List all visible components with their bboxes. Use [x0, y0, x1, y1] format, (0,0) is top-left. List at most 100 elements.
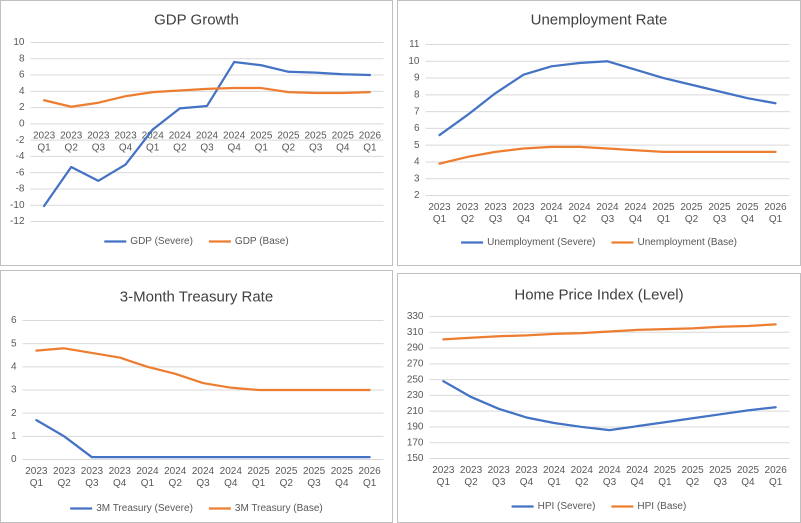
x-tick-label: Q2	[464, 477, 478, 488]
x-tick-label: 2024	[624, 202, 647, 213]
x-tick-label: 2025	[275, 466, 298, 477]
x-tick-label: 2025	[709, 465, 732, 476]
x-tick-label: Q4	[113, 478, 127, 489]
x-tick-label: 2023	[81, 466, 104, 477]
y-tick-label: -6	[16, 167, 25, 178]
x-tick-label: Q2	[280, 478, 294, 489]
x-tick-label: Q3	[601, 214, 615, 225]
y-tick-label: 9	[414, 73, 420, 84]
y-tick-label: 210	[407, 406, 424, 417]
x-tick-label: Q3	[714, 477, 728, 488]
x-tick-label: 2023	[33, 131, 56, 142]
x-tick-label: Q2	[686, 477, 700, 488]
x-tick-label: 2024	[169, 131, 192, 142]
y-tick-label: -4	[16, 151, 25, 162]
legend-label: GDP (Severe)	[130, 236, 193, 247]
y-tick-label: 6	[414, 123, 420, 134]
x-tick-label: 2023	[488, 465, 511, 476]
x-tick-label: 2023	[456, 202, 479, 213]
x-tick-label: Q1	[252, 478, 266, 489]
x-tick-label: 2023	[87, 131, 110, 142]
legend-label: 3M Treasury (Base)	[235, 503, 323, 514]
x-tick-label: Q4	[517, 214, 531, 225]
x-tick-label: Q3	[603, 477, 617, 488]
x-tick-label: 2025	[681, 465, 704, 476]
y-tick-label: 8	[19, 53, 25, 64]
x-tick-label: Q3	[85, 478, 99, 489]
y-tick-label: 3	[414, 173, 420, 184]
y-tick-label: 6	[19, 70, 25, 81]
y-tick-label: 2	[11, 408, 17, 419]
chart-panel: 3-Month Treasury Rate01234562023Q12023Q2…	[0, 270, 393, 523]
x-tick-label: 2026	[359, 131, 382, 142]
x-tick-label: Q4	[741, 214, 755, 225]
x-tick-label: Q2	[173, 143, 187, 154]
x-tick-label: Q1	[433, 214, 447, 225]
x-tick-label: Q2	[282, 143, 296, 154]
x-tick-label: 2025	[331, 466, 354, 477]
x-tick-label: 2024	[223, 131, 246, 142]
x-tick-label: Q1	[545, 214, 559, 225]
y-tick-label: 270	[407, 358, 424, 369]
x-tick-label: 2023	[60, 131, 83, 142]
x-tick-label: Q1	[769, 477, 783, 488]
x-tick-label: 2024	[136, 466, 159, 477]
legend-label: HPI (Severe)	[538, 501, 596, 512]
x-tick-label: 2023	[484, 202, 507, 213]
x-tick-label: Q4	[336, 143, 350, 154]
x-tick-label: Q2	[57, 478, 71, 489]
x-tick-label: 2023	[460, 465, 483, 476]
y-tick-label: 5	[11, 338, 17, 349]
x-tick-label: Q4	[629, 214, 643, 225]
x-tick-label: 2023	[25, 466, 48, 477]
x-tick-label: 2025	[736, 202, 759, 213]
chart-title: 3-Month Treasury Rate	[120, 288, 273, 305]
x-tick-label: Q1	[769, 214, 783, 225]
x-tick-label: 2024	[596, 202, 619, 213]
x-tick-label: Q2	[575, 477, 589, 488]
x-tick-label: 2024	[540, 202, 563, 213]
x-tick-label: Q3	[489, 214, 503, 225]
series-line	[438, 60, 777, 137]
legend-label: Unemployment (Base)	[637, 237, 736, 248]
x-tick-label: 2025	[250, 131, 273, 142]
x-tick-label: 2023	[515, 465, 538, 476]
legend-label: 3M Treasury (Severe)	[96, 503, 193, 514]
y-tick-label: 230	[407, 390, 424, 401]
x-tick-label: Q1	[363, 478, 377, 489]
x-tick-label: 2025	[303, 466, 326, 477]
x-tick-label: Q4	[224, 478, 238, 489]
x-tick-label: Q1	[30, 478, 44, 489]
x-tick-label: 2025	[247, 466, 270, 477]
x-tick-label: 2024	[164, 466, 187, 477]
y-tick-label: 7	[414, 106, 420, 117]
y-tick-label: 10	[408, 56, 420, 67]
x-tick-label: Q1	[146, 143, 160, 154]
chart-title: Home Price Index (Level)	[514, 286, 683, 303]
legend-label: GDP (Base)	[235, 236, 289, 247]
x-tick-label: Q3	[92, 143, 106, 154]
x-tick-label: Q2	[461, 214, 475, 225]
x-tick-label: 2023	[114, 131, 137, 142]
series-line	[42, 86, 372, 108]
x-tick-label: 2025	[737, 465, 760, 476]
y-tick-label: 10	[13, 37, 25, 48]
y-tick-label: 4	[19, 86, 25, 97]
x-tick-label: 2023	[512, 202, 535, 213]
x-tick-label: Q3	[492, 477, 506, 488]
x-tick-label: 2025	[332, 131, 355, 142]
x-tick-label: 2024	[626, 465, 649, 476]
series-line	[438, 145, 777, 165]
y-tick-label: 0	[11, 454, 17, 465]
y-tick-label: 8	[414, 89, 420, 100]
x-tick-label: 2023	[432, 465, 455, 476]
y-tick-label: 1	[11, 431, 17, 442]
chart-panel: Home Price Index (Level) 150 170 190 210 230 2…	[397, 273, 801, 523]
x-tick-label: 2023	[109, 466, 132, 477]
x-tick-label: Q4	[119, 143, 133, 154]
series-line	[442, 323, 777, 341]
chart-panel: Unemployment Rate2345678910112023Q12023Q…	[397, 0, 801, 266]
x-tick-label: Q3	[309, 143, 323, 154]
legend: 3M Treasury (Severe) 3M Treasury (Base)	[70, 503, 323, 514]
